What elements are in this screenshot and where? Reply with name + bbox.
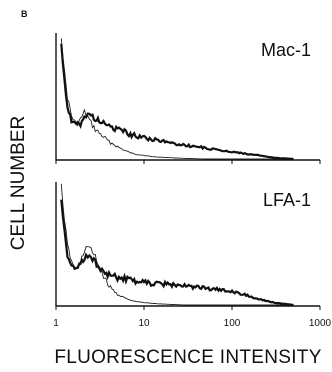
series-line-thick-lfa-1 [60,199,294,307]
marker-label-mac-1: Mac-1 [261,40,311,60]
series-line-thin-lfa-1 [60,183,294,306]
x-tick-label: 10 [138,318,150,329]
x-tick-label: 1 [53,318,59,329]
y-axis-label: CELL NUMBER [8,116,29,250]
series-line-thick-mac-1 [60,43,294,161]
panel-letter: B [21,9,28,19]
x-axis-label: FLUORESCENCE INTENSITY [54,347,321,368]
series-layer [60,38,294,161]
x-tick-label: 1000 [309,318,332,329]
panel-lfa-1: LFA-1 [55,182,320,307]
x-tick-label: 100 [224,318,241,329]
x-axis-ticks: 1 10 100 1000 [53,160,332,329]
marker-label-lfa-1: LFA-1 [263,190,311,210]
series-layer [60,183,294,307]
panel-mac-1: Mac-1 [55,33,320,161]
series-line-thin-mac-1 [60,38,294,160]
